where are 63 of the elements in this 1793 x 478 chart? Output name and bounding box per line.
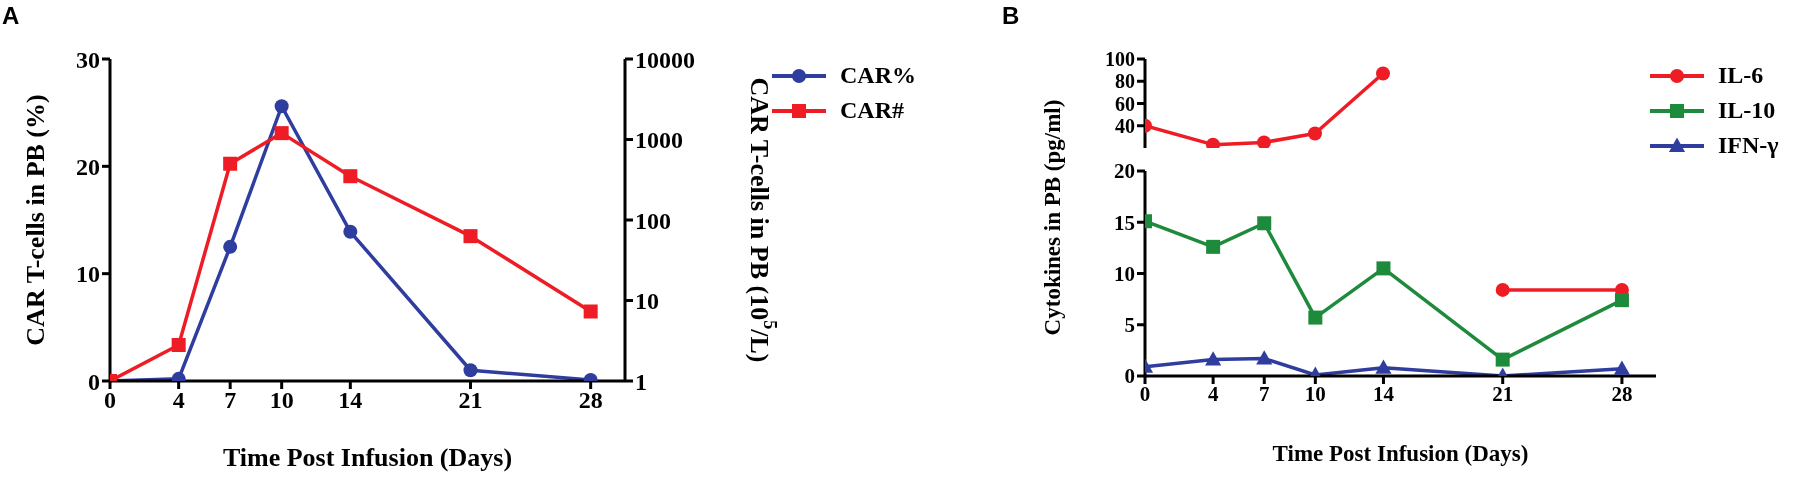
y-tick-label: 20 [1114,159,1135,184]
x-tick-label: 4 [172,387,185,414]
y2-tick-label: 10 [635,288,659,315]
y-tick-label: 30 [76,46,100,73]
x-tick-label: 10 [1304,381,1326,406]
x-tick-label: 10 [269,387,294,414]
point [1257,216,1272,231]
y-tick-label: 40 [1115,114,1135,137]
y-tick-label: 15 [1114,210,1135,235]
point [1613,360,1630,375]
y2-tick-label: 1 [635,368,647,395]
point [343,224,358,239]
y2-tick-label: 1000 [635,127,683,154]
x-tick-label: 7 [1258,381,1270,406]
x-tick-label: 21 [458,387,483,414]
point [274,99,289,114]
x-axis-title: Time Post Infusion (Days) [222,443,513,472]
x-axis-title: Time Post Infusion (Days) [1272,441,1529,466]
y-tick-label: 60 [1115,92,1135,115]
point [1495,352,1510,367]
point [1495,282,1510,297]
point [1205,351,1222,366]
x-tick-label: 28 [578,387,603,414]
point [1375,359,1392,374]
point [1614,293,1629,308]
chart-title: A [2,2,20,30]
point [583,304,598,319]
y-tick-label: 100 [1105,48,1135,71]
y-tick-label: 0 [1124,364,1135,389]
point [1256,350,1273,365]
y2-tick-label: 100 [635,207,671,234]
point [223,156,238,171]
point [1257,135,1271,148]
point [1206,239,1221,254]
y-tick-label: 80 [1115,70,1135,93]
x-tick-label: 7 [224,387,237,414]
point [171,338,186,352]
x-tick-label: 14 [338,387,363,414]
legend-label: IL-10 [1718,97,1776,124]
legend-label: IFN-γ [1718,132,1779,159]
x-tick-label: 21 [1492,381,1514,406]
y2-tick-label: 10000 [635,46,695,73]
legend-label: IL-6 [1718,62,1764,89]
point [1376,261,1391,276]
point [343,169,358,184]
point [1308,126,1322,141]
y-tick-label: 10 [1114,261,1135,286]
legend-label: CAR# [840,97,904,124]
x-tick-label: 4 [1207,381,1219,406]
point [463,229,478,244]
legend-label: CAR% [840,62,916,89]
x-tick-label: 14 [1372,381,1395,406]
y-axis-title: CAR T-cells in PB (%) [20,94,50,346]
x-tick-label: 28 [1611,381,1633,406]
point [1376,66,1390,81]
point [223,239,238,254]
y-tick-label: 10 [76,261,100,288]
point [274,126,289,141]
point [1308,310,1323,325]
y-tick-label: 5 [1124,313,1135,338]
y-tick-label: 20 [76,153,100,180]
y-axis-title: Cytokines in PB (pg/ml) [1039,99,1065,336]
chart-title: B [1002,2,1020,30]
